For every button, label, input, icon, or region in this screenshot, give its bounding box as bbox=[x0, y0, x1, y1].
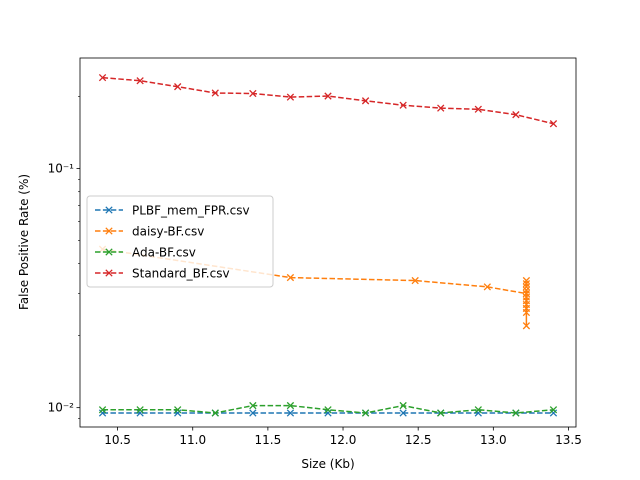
data-point bbox=[512, 409, 520, 417]
plot-area bbox=[98, 73, 558, 417]
data-point bbox=[483, 283, 491, 291]
data-point bbox=[399, 401, 407, 410]
data-point bbox=[174, 409, 182, 417]
data-point bbox=[286, 401, 295, 410]
legend-entry-2: Ada-BF.csv bbox=[95, 246, 196, 260]
legend-entry-3: Standard_BF.csv bbox=[95, 267, 230, 281]
data-point bbox=[512, 111, 520, 119]
series-line-1 bbox=[102, 248, 528, 326]
legend-label: daisy-BF.csv bbox=[132, 225, 204, 239]
data-point bbox=[286, 409, 295, 417]
data-point bbox=[98, 409, 107, 417]
data-point bbox=[474, 409, 482, 417]
data-point bbox=[136, 409, 144, 417]
x-tick-label: 12.5 bbox=[405, 433, 432, 447]
data-point bbox=[324, 92, 332, 100]
x-tick-label: 11.5 bbox=[255, 433, 282, 447]
data-point bbox=[474, 406, 482, 414]
data-point bbox=[324, 406, 332, 414]
data-point bbox=[98, 73, 107, 82]
x-tick-label: 11.0 bbox=[179, 433, 206, 447]
data-point bbox=[549, 120, 558, 128]
y-tick-label: 10⁻² bbox=[48, 401, 75, 415]
legend-box bbox=[86, 195, 274, 288]
data-point bbox=[286, 273, 295, 282]
data-point bbox=[549, 406, 558, 414]
legend-label: Ada-BF.csv bbox=[132, 246, 196, 260]
legend-marker bbox=[105, 269, 113, 277]
y-tick-label: 10⁻¹ bbox=[48, 162, 75, 176]
data-point bbox=[249, 401, 257, 410]
data-point bbox=[437, 409, 445, 417]
legend-label: Standard_BF.csv bbox=[132, 267, 230, 281]
legend-entry-1: daisy-BF.csv bbox=[95, 225, 204, 239]
data-point bbox=[522, 276, 531, 285]
data-point bbox=[361, 97, 370, 105]
data-point bbox=[399, 409, 407, 417]
data-point bbox=[522, 286, 531, 294]
data-point bbox=[249, 89, 257, 98]
data-point bbox=[286, 93, 295, 101]
legend-label: PLBF_mem_FPR.csv bbox=[132, 204, 250, 218]
axes-frame bbox=[79, 57, 577, 428]
x-tick-label: 10.5 bbox=[104, 433, 131, 447]
legend: PLBF_mem_FPR.csv daisy-BF.csv Ada-BF.csv St… bbox=[86, 195, 274, 288]
x-axis-label: Size (Kb) bbox=[301, 457, 354, 471]
x-tick-label: 12.0 bbox=[330, 433, 357, 447]
data-point bbox=[98, 406, 107, 414]
data-point bbox=[549, 409, 558, 417]
data-point bbox=[474, 105, 482, 113]
data-point bbox=[411, 276, 419, 285]
x-tick-label: 13.5 bbox=[555, 433, 582, 447]
data-point bbox=[522, 322, 531, 330]
legend-marker bbox=[105, 206, 113, 214]
legend-marker bbox=[105, 227, 113, 235]
data-point bbox=[437, 104, 445, 112]
data-point bbox=[324, 409, 332, 417]
data-point bbox=[174, 83, 182, 91]
series-group bbox=[98, 73, 558, 417]
data-point bbox=[249, 409, 257, 417]
data-point bbox=[174, 406, 182, 414]
data-point bbox=[136, 406, 144, 414]
data-point bbox=[211, 89, 219, 97]
data-point bbox=[399, 101, 407, 109]
data-point bbox=[522, 280, 531, 288]
legend-entry-0: PLBF_mem_FPR.csv bbox=[95, 204, 250, 218]
data-point bbox=[361, 409, 370, 417]
axes: 10.5 11.0 11.5 12.0 12.5 13.0 13.5 10⁻¹ 10⁻² bbox=[48, 57, 582, 447]
data-point bbox=[136, 77, 144, 85]
legend-marker bbox=[105, 248, 113, 256]
x-tick-label: 13.0 bbox=[480, 433, 507, 447]
y-axis-label: False Positive Rate (%) bbox=[17, 174, 31, 310]
data-point bbox=[522, 283, 531, 291]
data-point bbox=[211, 409, 219, 417]
